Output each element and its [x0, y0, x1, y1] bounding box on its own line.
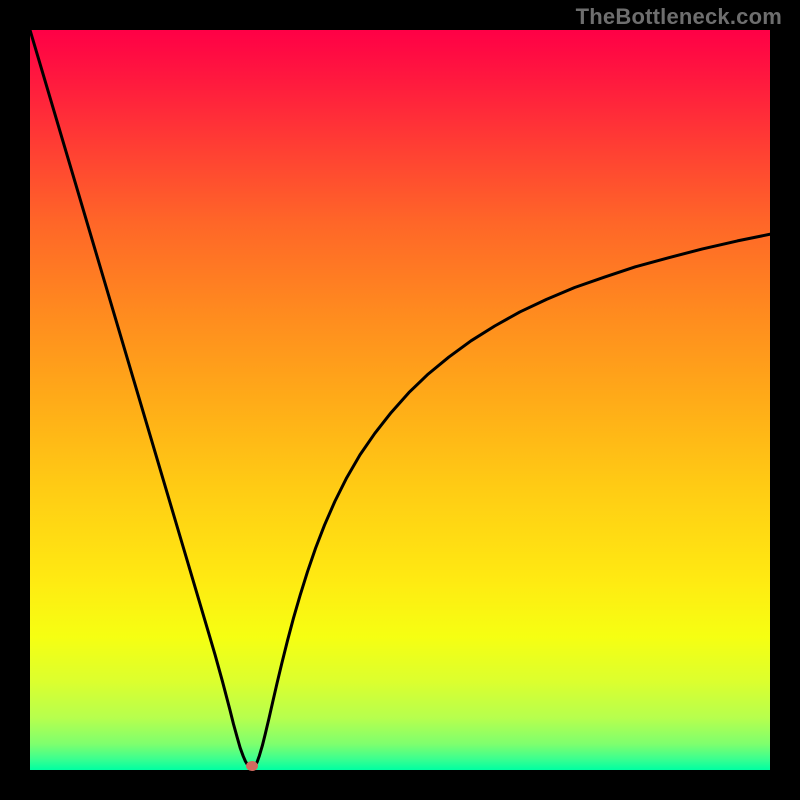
- chart-container: TheBottleneck.com: [0, 0, 800, 800]
- optimal-point-marker: [246, 761, 258, 771]
- bottleneck-curve: [30, 30, 770, 770]
- watermark-text: TheBottleneck.com: [576, 4, 782, 30]
- plot-area: [30, 30, 770, 770]
